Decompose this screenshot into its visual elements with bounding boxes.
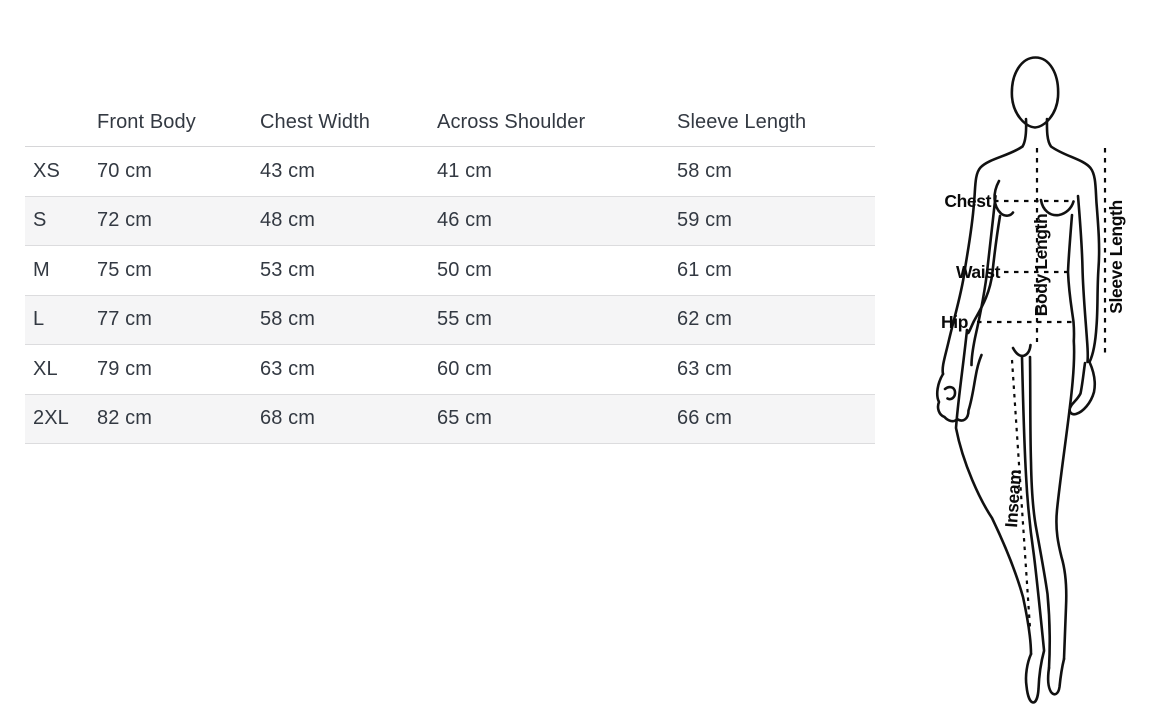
waist-label: Waist xyxy=(956,262,1001,282)
size-label: XS xyxy=(33,159,60,182)
sleeve-length-value: 59 cm xyxy=(677,209,732,232)
figure-left-thumb xyxy=(943,385,957,401)
figure-left-inner-leg xyxy=(1020,355,1046,652)
across-shoulder-value: 46 cm xyxy=(437,209,492,232)
across-shoulder-value: 55 cm xyxy=(437,308,492,331)
across-shoulder-value: 65 cm xyxy=(437,407,492,430)
sleeve-length-value: 62 cm xyxy=(677,308,732,331)
figure-left-foot xyxy=(1024,649,1046,704)
chest-width-value: 48 cm xyxy=(260,209,315,232)
sleeve-length-value: 66 cm xyxy=(677,407,732,430)
figure-left-torso xyxy=(965,214,1002,335)
figure-left-bust xyxy=(993,179,1015,217)
table-row-xl: XL 79 cm 63 cm 60 cm 63 cm xyxy=(25,345,875,395)
figure-crotch xyxy=(1011,343,1032,358)
across-shoulder-value: 60 cm xyxy=(437,357,492,380)
size-label: M xyxy=(33,258,50,281)
chest-label: Chest xyxy=(944,191,991,211)
header-across-shoulder: Across Shoulder xyxy=(437,111,586,133)
header-sleeve-length: Sleeve Length xyxy=(677,111,807,133)
figure-left-inner-arm xyxy=(970,194,997,367)
size-label: S xyxy=(33,209,47,232)
chest-width-value: 53 cm xyxy=(260,258,315,281)
sleeve-length-label: Sleeve Length xyxy=(1106,200,1126,313)
figure-right-foot xyxy=(1046,657,1066,696)
size-label: XL xyxy=(33,357,58,380)
body-outline-illustration: Chest Waist Hip Body Length Sleeve Lengt… xyxy=(935,56,1126,704)
hip-label: Hip xyxy=(941,312,968,332)
sleeve-length-value: 63 cm xyxy=(677,357,732,380)
sleeve-length-value: 58 cm xyxy=(677,159,732,182)
figure-left-arm xyxy=(941,117,1028,376)
table-row-xs: XS 70 cm 43 cm 41 cm 58 cm xyxy=(25,147,875,197)
header-front-body: Front Body xyxy=(97,111,196,133)
figure-right-torso xyxy=(1066,213,1076,343)
figure-right-inner-arm xyxy=(1076,194,1090,364)
table-row-2xl: 2XL 82 cm 68 cm 65 cm 66 cm xyxy=(25,394,875,444)
front-body-value: 72 cm xyxy=(97,209,152,232)
inseam-dash-line xyxy=(1010,359,1032,629)
table-row-l: L 77 cm 58 cm 55 cm 62 cm xyxy=(25,295,875,345)
figure-right-inner-leg xyxy=(1028,355,1052,670)
table-row-m: M 75 cm 53 cm 50 cm 61 cm xyxy=(25,246,875,296)
sleeve-length-value: 61 cm xyxy=(677,258,732,281)
size-label: L xyxy=(33,308,45,331)
front-body-value: 79 cm xyxy=(97,357,152,380)
header-chest-width: Chest Width xyxy=(260,111,371,133)
front-body-value: 75 cm xyxy=(97,258,152,281)
figure-right-bust xyxy=(1039,198,1075,217)
figure-head xyxy=(1010,56,1060,129)
figure-right-arm xyxy=(1045,117,1101,364)
chest-width-value: 43 cm xyxy=(260,159,315,182)
front-body-value: 77 cm xyxy=(97,308,152,331)
chest-width-value: 68 cm xyxy=(260,407,315,430)
table-row-s: S 72 cm 48 cm 46 cm 59 cm xyxy=(25,196,875,246)
across-shoulder-value: 41 cm xyxy=(437,159,492,182)
front-body-value: 70 cm xyxy=(97,159,152,182)
size-chart-table: Front Body Chest Width Across Shoulder S… xyxy=(25,99,875,444)
table-header-row: Front Body Chest Width Across Shoulder S… xyxy=(25,99,875,147)
body-length-label: Body Length xyxy=(1031,214,1051,317)
front-body-value: 82 cm xyxy=(97,407,152,430)
size-label: 2XL xyxy=(33,407,69,430)
across-shoulder-value: 50 cm xyxy=(437,258,492,281)
figure-right-outer-leg xyxy=(1055,339,1076,661)
measurement-figure: Chest Waist Hip Body Length Sleeve Lengt… xyxy=(930,0,1172,718)
chest-width-value: 58 cm xyxy=(260,308,315,331)
chest-width-value: 63 cm xyxy=(260,357,315,380)
figure-left-outer-leg xyxy=(954,328,1033,656)
inseam-label: Inseam xyxy=(1001,469,1025,528)
